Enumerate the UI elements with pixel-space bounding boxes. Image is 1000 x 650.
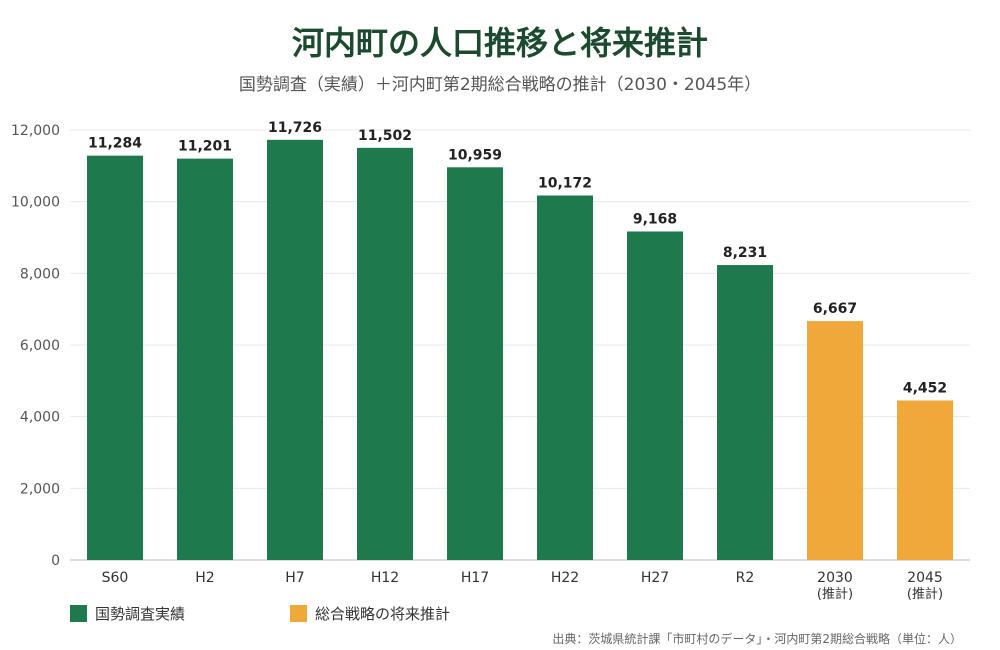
x-tick-label: 2030 (推計) xyxy=(817,570,853,602)
bar xyxy=(537,195,593,560)
data-label: 10,172 xyxy=(538,176,592,192)
chart-title: 河内町の人口推移と将来推計 xyxy=(291,24,708,62)
x-tick-label: H22 xyxy=(551,570,579,586)
data-label: 4,452 xyxy=(903,380,947,396)
x-tick-label: H27 xyxy=(641,570,669,586)
legend-item-projection: 総合戦略の将来推計 xyxy=(290,603,450,624)
bar xyxy=(87,155,143,560)
source-note: 出典：茨城県統計課「市町村のデータ」・河内町第2期総合戦略（単位：人） xyxy=(552,632,962,646)
y-tick-label: 0 xyxy=(51,553,60,569)
data-label: 8,231 xyxy=(723,245,767,261)
data-label: 11,502 xyxy=(358,128,412,144)
x-tick-label: R2 xyxy=(736,570,755,586)
bar xyxy=(357,147,413,560)
legend-label-projection: 総合戦略の将来推計 xyxy=(315,605,451,623)
data-label: 11,284 xyxy=(88,136,142,152)
legend-label-actual: 国勢調査実績 xyxy=(95,605,186,623)
bar xyxy=(267,139,323,560)
y-tick-label: 2,000 xyxy=(20,481,60,497)
x-tick-label: S60 xyxy=(102,570,129,586)
data-label: 11,201 xyxy=(178,139,232,155)
x-tick-label: 2045 (推計) xyxy=(907,570,943,602)
legend-item-actual: 国勢調査実績 xyxy=(70,603,185,624)
y-tick-label: 6,000 xyxy=(20,338,60,354)
data-label: 9,168 xyxy=(633,211,677,227)
x-tick-label: H12 xyxy=(371,570,399,586)
data-label: 11,726 xyxy=(268,120,322,136)
legend-swatch-actual xyxy=(70,605,87,622)
bar xyxy=(897,400,953,560)
x-tick-label: H2 xyxy=(195,570,214,586)
y-tick-label: 10,000 xyxy=(11,195,60,211)
y-tick-label: 4,000 xyxy=(20,410,60,426)
bar xyxy=(627,231,683,561)
bar xyxy=(447,167,503,561)
data-label: 10,959 xyxy=(448,147,502,163)
data-label: 6,667 xyxy=(813,301,857,317)
bar xyxy=(177,158,233,560)
x-tick-label: H7 xyxy=(285,570,304,586)
y-tick-label: 12,000 xyxy=(11,123,60,139)
bar xyxy=(807,321,863,560)
bar xyxy=(717,265,773,560)
legend-swatch-projection xyxy=(290,605,307,622)
chart-subtitle: 国勢調査（実績）＋河内町第2期総合戦略の推計（2030・2045年） xyxy=(238,75,762,95)
y-tick-label: 8,000 xyxy=(20,266,60,282)
x-tick-label: H17 xyxy=(461,570,489,586)
